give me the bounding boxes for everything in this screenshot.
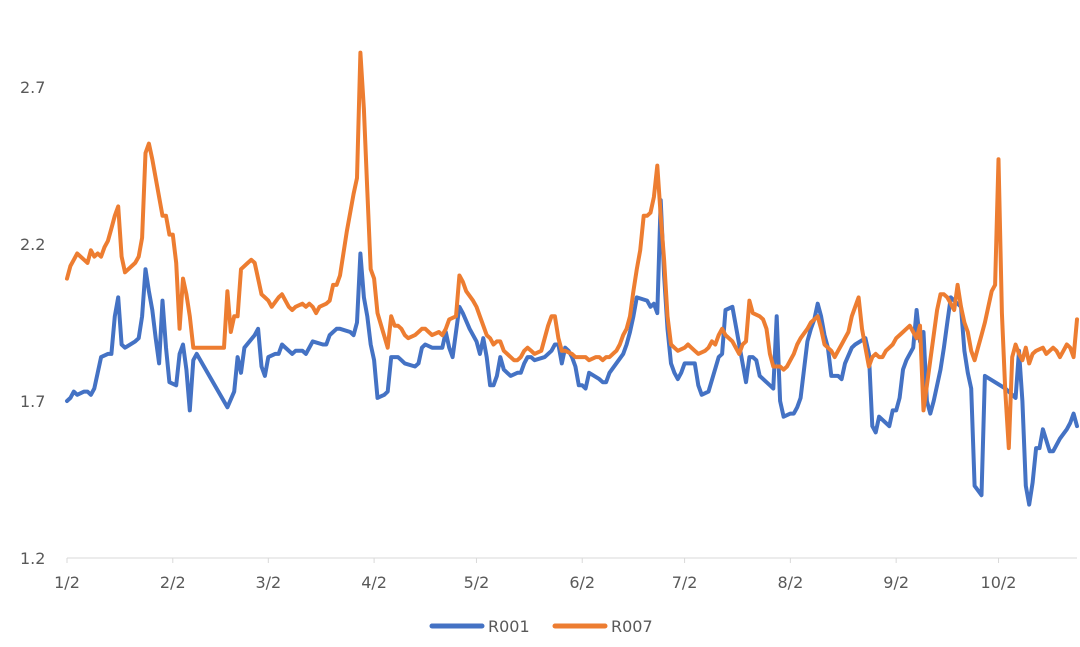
series-group [65, 50, 1079, 507]
x-tick-label: 6/2 [569, 573, 595, 592]
x-tick-label: 2/2 [160, 573, 186, 592]
y-tick-label: 2.2 [20, 235, 45, 254]
x-tick-label: 8/2 [778, 573, 804, 592]
y-tick-label: 1.2 [20, 549, 45, 568]
x-tick-label: 10/2 [981, 573, 1017, 592]
y-tick-label: 1.7 [20, 392, 45, 411]
legend-label-r007: R007 [611, 617, 653, 636]
legend: R001 R007 [429, 617, 653, 636]
x-tick-label: 3/2 [255, 573, 281, 592]
series-line-r007 [65, 50, 1079, 451]
x-tick-label: 1/2 [54, 573, 80, 592]
y-axis: 1.2 1.7 2.2 2.7 [20, 78, 45, 568]
x-tick-label: 4/2 [361, 573, 387, 592]
x-tick-label: 9/2 [883, 573, 909, 592]
legend-label-r001: R001 [488, 617, 530, 636]
x-axis: 1/2 2/2 3/2 4/2 5/2 6/2 7/2 8/2 9/2 10/2 [54, 557, 1077, 592]
y-tick-label: 2.7 [20, 78, 45, 97]
x-tick-label: 7/2 [672, 573, 698, 592]
x-tick-label: 5/2 [464, 573, 490, 592]
